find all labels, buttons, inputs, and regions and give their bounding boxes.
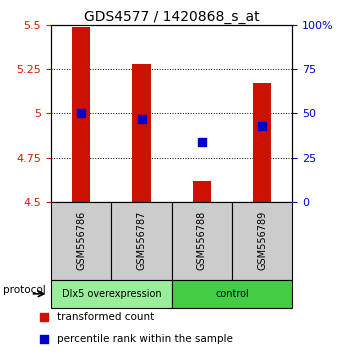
Bar bbox=[133, 64, 151, 202]
Point bbox=[199, 139, 205, 144]
Text: transformed count: transformed count bbox=[57, 312, 154, 322]
Bar bbox=[111, 202, 172, 280]
Text: GSM556788: GSM556788 bbox=[197, 211, 207, 270]
Text: percentile rank within the sample: percentile rank within the sample bbox=[57, 333, 233, 344]
Bar bbox=[172, 280, 292, 308]
Text: Dlx5 overexpression: Dlx5 overexpression bbox=[62, 289, 161, 299]
Point bbox=[259, 123, 265, 129]
Bar bbox=[51, 280, 172, 308]
Text: GSM556786: GSM556786 bbox=[76, 211, 86, 270]
Text: GSM556787: GSM556787 bbox=[137, 211, 147, 270]
Text: control: control bbox=[215, 289, 249, 299]
Bar bbox=[51, 202, 111, 280]
Point bbox=[79, 110, 84, 116]
Point bbox=[41, 314, 47, 320]
Title: GDS4577 / 1420868_s_at: GDS4577 / 1420868_s_at bbox=[84, 10, 259, 24]
Text: protocol: protocol bbox=[3, 285, 46, 295]
Point bbox=[41, 336, 47, 341]
Bar bbox=[232, 202, 292, 280]
Bar bbox=[72, 27, 90, 202]
Bar bbox=[253, 83, 271, 202]
Point bbox=[139, 116, 144, 121]
Bar bbox=[193, 181, 211, 202]
Text: GSM556789: GSM556789 bbox=[257, 211, 267, 270]
Bar bbox=[172, 202, 232, 280]
